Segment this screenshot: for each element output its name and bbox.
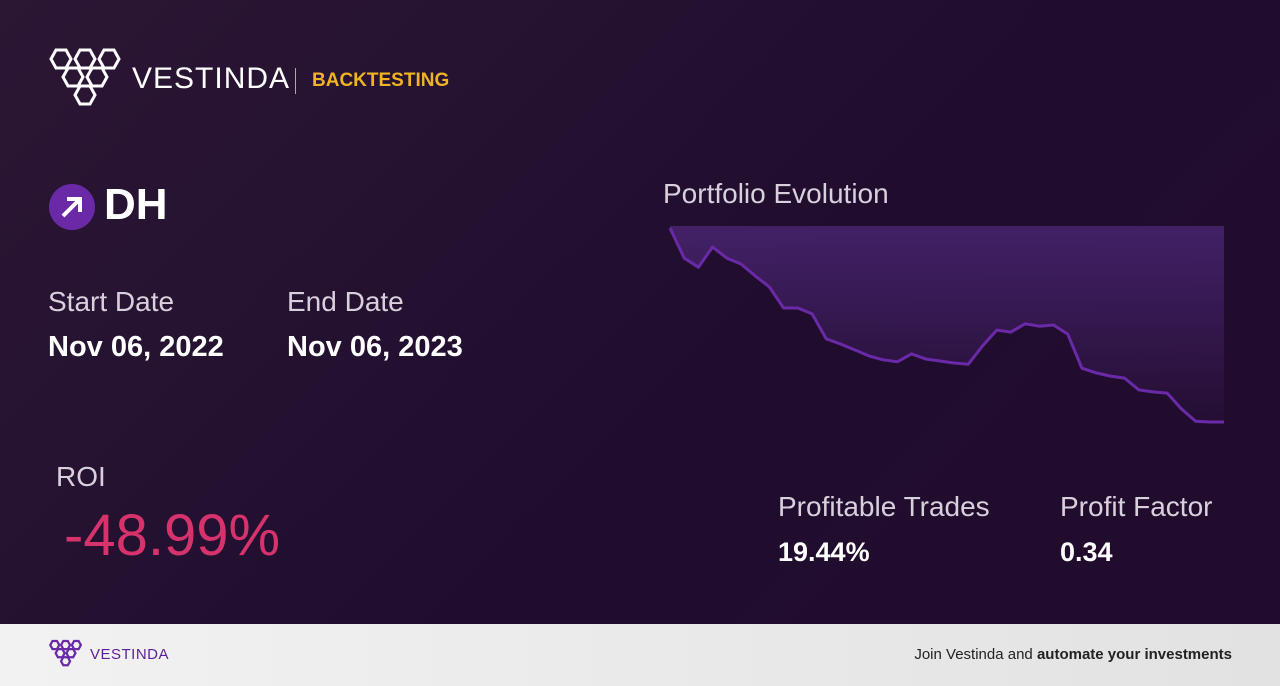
footer-logo-icon [48, 639, 83, 667]
stat-label: Profitable Trades [778, 491, 990, 522]
footer-brand: VESTINDA [90, 646, 170, 663]
stat-value: 19.44% [778, 537, 870, 567]
line [668, 227, 1224, 424]
footer: VESTINDA Join Vestinda and automate your… [0, 624, 1280, 686]
ticker-icon [49, 184, 95, 230]
stat-label: Profit Factor [1060, 491, 1213, 522]
start-label: Start Date [48, 286, 175, 317]
end-label: End Date [287, 286, 404, 317]
logo-icon [49, 48, 121, 106]
roi-label: ROI [56, 461, 106, 492]
section: BACKTESTING [312, 70, 450, 91]
divider [295, 68, 296, 94]
stat-value: 0.34 [1060, 537, 1113, 567]
chart [668, 226, 1224, 424]
roi-value: -48.99% [64, 503, 281, 568]
chart-title: Portfolio Evolution [663, 178, 889, 209]
ticker: DH [104, 180, 168, 229]
end-date: Nov 06, 2023 [287, 331, 463, 363]
footer-text-bold: automate your investments [1036, 646, 1232, 663]
brand: VESTINDA [132, 62, 291, 95]
footer-text: Join Vestinda and automate your investme… [914, 646, 1232, 663]
area-fill [670, 226, 1224, 422]
start-date: Nov 06, 2022 [48, 331, 224, 363]
footer-text-plain: Join Vestinda and [914, 646, 1037, 663]
